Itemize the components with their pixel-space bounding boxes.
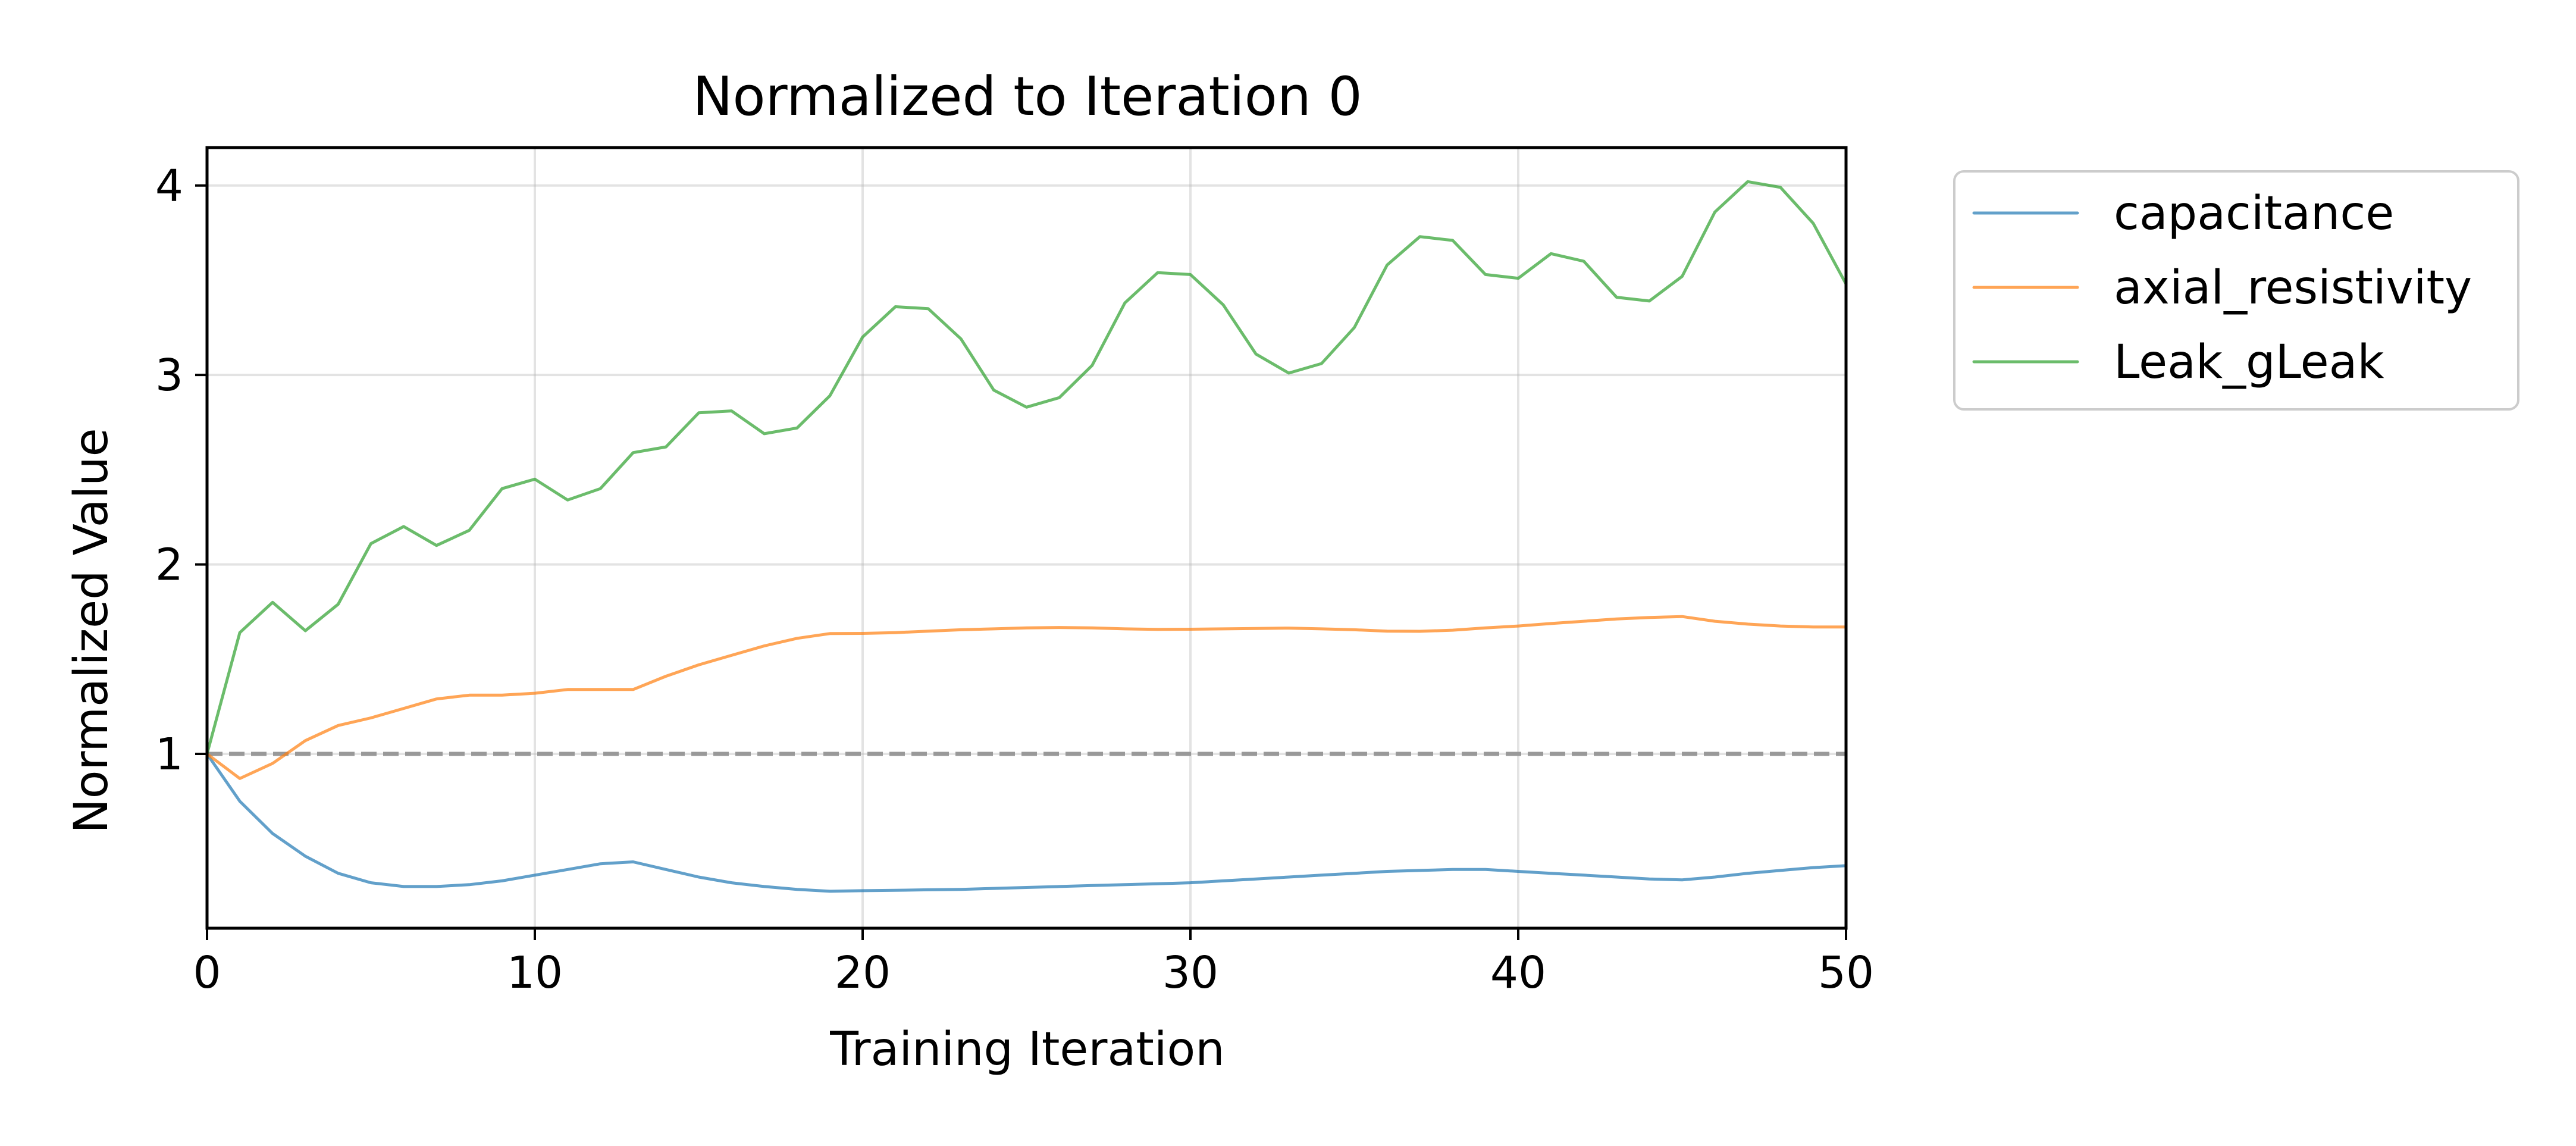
x-axis-label: Training Iteration: [829, 1023, 1224, 1076]
axis-ticks: 0 10 20 30 40 50 1 2 3 4: [155, 161, 1874, 998]
y-tick-label: 3: [155, 350, 183, 401]
legend: capacitance axial_resistivity Leak_gLeak: [1953, 170, 2519, 411]
x-tick-label: 30: [1162, 947, 1218, 998]
series-line-capacitance: [205, 752, 1848, 893]
y-tick-label: 1: [155, 729, 183, 780]
legend-label: axial_resistivity: [2114, 261, 2472, 315]
y-tick-label: 4: [155, 161, 183, 212]
x-tick-label: 40: [1490, 947, 1546, 998]
legend-label: Leak_gLeak: [2114, 336, 2384, 389]
series-line-axial-resistivity: [205, 615, 1848, 780]
y-tick-label: 2: [155, 540, 183, 591]
legend-label: capacitance: [2114, 187, 2394, 240]
x-tick-label: 0: [193, 947, 221, 998]
x-tick-label: 20: [835, 947, 891, 998]
plot-frame: [205, 146, 1848, 930]
chart-title: Normalized to Iteration 0: [692, 65, 1362, 128]
series-line-leak-gleak: [205, 180, 1848, 756]
y-axis-label: Normalized Value: [65, 428, 118, 833]
legend-box: [1953, 170, 2519, 411]
x-tick-label: 10: [507, 947, 563, 998]
x-tick-label: 50: [1818, 947, 1874, 998]
series-lines: [205, 180, 1848, 893]
